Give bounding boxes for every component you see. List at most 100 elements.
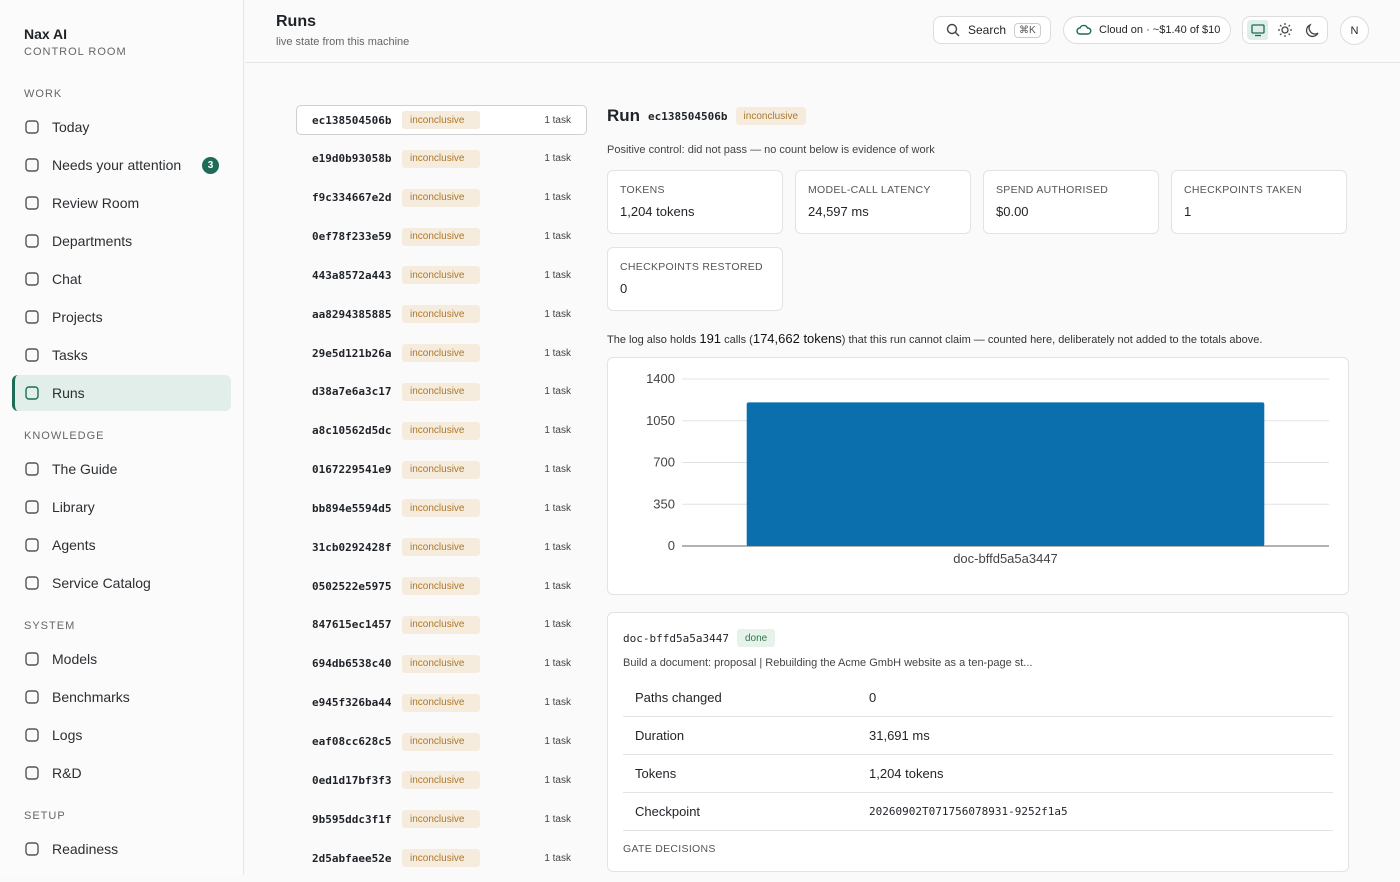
run-row[interactable]: 9b595ddc3f1f inconclusive 1 task xyxy=(296,804,587,834)
run-row[interactable]: 0ed1d17bf3f3 inconclusive 1 task xyxy=(296,765,587,795)
nav-item[interactable]: Tasks xyxy=(12,337,231,373)
run-status: inconclusive xyxy=(402,693,480,712)
stat-value: $0.00 xyxy=(996,204,1029,219)
run-status: inconclusive xyxy=(402,771,480,790)
doc-status: done xyxy=(736,629,776,647)
nav-item[interactable]: Today xyxy=(12,109,231,145)
cloud-label: Cloud on · ~$1.40 of $10 xyxy=(1099,24,1221,36)
run-tasks: 1 task xyxy=(544,619,571,631)
run-row[interactable]: a8c10562d5dc inconclusive 1 task xyxy=(296,416,587,446)
doc-row: Paths changed 0 xyxy=(623,679,1333,717)
x-tick-label: doc-bffd5a5a3447 xyxy=(953,551,1058,566)
nav-item[interactable]: The Guide xyxy=(12,451,231,487)
run-row[interactable]: ec138504506b inconclusive 1 task xyxy=(296,105,587,135)
run-row[interactable]: bb894e5594d5 inconclusive 1 task xyxy=(296,493,587,523)
nav-item[interactable]: Agents xyxy=(12,527,231,563)
run-status: inconclusive xyxy=(402,538,480,557)
stats: TOKENS 1,204 tokens MODEL-CALL LATENCY 24,5… xyxy=(607,170,1349,311)
run-tasks: 1 task xyxy=(544,580,571,592)
run-tasks: 1 task xyxy=(544,658,571,670)
nav-item[interactable]: Needs your attention 3 xyxy=(12,147,231,183)
nav-item[interactable]: Library xyxy=(12,489,231,525)
nav-icon xyxy=(25,462,39,476)
search[interactable]: Search ⌘K xyxy=(933,16,1051,44)
nav-item[interactable]: Departments xyxy=(12,223,231,259)
run-id: 0502522e5975 xyxy=(312,579,392,593)
run-row[interactable]: 2d5abfaee52e inconclusive 1 task xyxy=(296,843,587,873)
nav-item[interactable]: Readiness xyxy=(12,831,231,867)
theme-dark[interactable] xyxy=(1302,20,1323,40)
run-status: inconclusive xyxy=(402,305,480,324)
nav-icon xyxy=(25,158,39,172)
log-tokens: 174,662 tokens xyxy=(752,331,842,346)
run-row[interactable]: aa8294385885 inconclusive 1 task xyxy=(296,299,587,329)
icon-shape xyxy=(25,728,39,742)
run-row[interactable]: 0167229541e9 inconclusive 1 task xyxy=(296,455,587,485)
nav-item[interactable]: Service Catalog xyxy=(12,565,231,601)
theme-light[interactable] xyxy=(1274,20,1295,40)
run-row[interactable]: e945f326ba44 inconclusive 1 task xyxy=(296,688,587,718)
stat-value: 1 xyxy=(1184,204,1192,219)
run-id: 0ef78f233e59 xyxy=(312,230,392,244)
nav-label: Today xyxy=(52,119,90,135)
run-row[interactable]: d38a7e6a3c17 inconclusive 1 task xyxy=(296,377,587,407)
nav-icon xyxy=(25,310,39,324)
run-row[interactable]: 31cb0292428f inconclusive 1 task xyxy=(296,532,587,562)
nav-label: R&D xyxy=(52,765,82,781)
doc-key: Duration xyxy=(623,716,857,755)
nav-label: Projects xyxy=(52,309,103,325)
nav-icon xyxy=(25,766,39,780)
run-row[interactable]: 29e5d121b26a inconclusive 1 task xyxy=(296,338,587,368)
y-tick-label: 1400 xyxy=(646,371,675,386)
run-row[interactable]: 0ef78f233e59 inconclusive 1 task xyxy=(296,222,587,252)
doc-id: doc-bffd5a5a3447 xyxy=(623,631,729,645)
nav-label: Library xyxy=(52,499,95,515)
y-tick-label: 0 xyxy=(668,538,675,553)
doc-row: Duration 31,691 ms xyxy=(623,716,1333,755)
nav-icon xyxy=(25,576,39,590)
theme-system[interactable] xyxy=(1247,20,1269,40)
run-row[interactable]: 443a8572a443 inconclusive 1 task xyxy=(296,260,587,290)
cloud-status[interactable]: Cloud on · ~$1.40 of $10 xyxy=(1063,16,1231,44)
run-id: 31cb0292428f xyxy=(312,540,392,554)
nav-item[interactable]: Logs xyxy=(12,717,231,753)
nav-item[interactable]: Chat xyxy=(12,261,231,297)
nav-item[interactable]: Benchmarks xyxy=(12,679,231,715)
sidebar: Nax AI CONTROL ROOM WORK Today Needs your … xyxy=(0,0,244,875)
detail-id: ec138504506b xyxy=(648,109,728,123)
run-row[interactable]: 847615ec1457 inconclusive 1 task xyxy=(296,610,587,640)
detail-title: Run xyxy=(607,106,641,125)
run-row[interactable]: 694db6538c40 inconclusive 1 task xyxy=(296,649,587,679)
run-id: 694db6538c40 xyxy=(312,657,392,671)
run-id: bb894e5594d5 xyxy=(312,501,392,515)
nav-item[interactable]: Runs xyxy=(12,375,231,411)
stat-label: SPEND AUTHORISED xyxy=(996,184,1109,196)
run-tasks: 1 task xyxy=(544,541,571,553)
run-status: inconclusive xyxy=(402,149,480,168)
nav-item[interactable]: R&D xyxy=(12,755,231,791)
run-id: 0167229541e9 xyxy=(312,463,392,477)
stat-value: 24,597 ms xyxy=(808,204,869,219)
section-title: SYSTEM xyxy=(24,620,76,632)
stat-card: MODEL-CALL LATENCY 24,597 ms xyxy=(795,170,971,234)
nav-icon xyxy=(25,272,39,286)
avatar[interactable]: N xyxy=(1340,16,1369,45)
nav-item[interactable]: Models xyxy=(12,641,231,677)
log-calls: 191 xyxy=(699,331,722,346)
nav-item[interactable]: Projects xyxy=(12,299,231,335)
section-title: KNOWLEDGE xyxy=(24,430,105,442)
run-status: inconclusive xyxy=(402,615,480,634)
icon-shape xyxy=(25,310,39,324)
nav-item[interactable]: Review Room xyxy=(12,185,231,221)
run-status: inconclusive xyxy=(402,382,480,401)
run-id: 2d5abfaee52e xyxy=(312,851,392,865)
run-row[interactable]: e19d0b93058b inconclusive 1 task xyxy=(296,144,587,174)
run-id: e945f326ba44 xyxy=(312,696,392,710)
run-row[interactable]: f9c334667e2d inconclusive 1 task xyxy=(296,183,587,213)
run-row[interactable]: eaf08cc628c5 inconclusive 1 task xyxy=(296,727,587,757)
run-status: inconclusive xyxy=(402,188,480,207)
run-row[interactable]: 0502522e5975 inconclusive 1 task xyxy=(296,571,587,601)
run-tasks: 1 task xyxy=(544,308,571,320)
run-tasks: 1 task xyxy=(544,502,571,514)
icon-shape xyxy=(25,234,39,248)
